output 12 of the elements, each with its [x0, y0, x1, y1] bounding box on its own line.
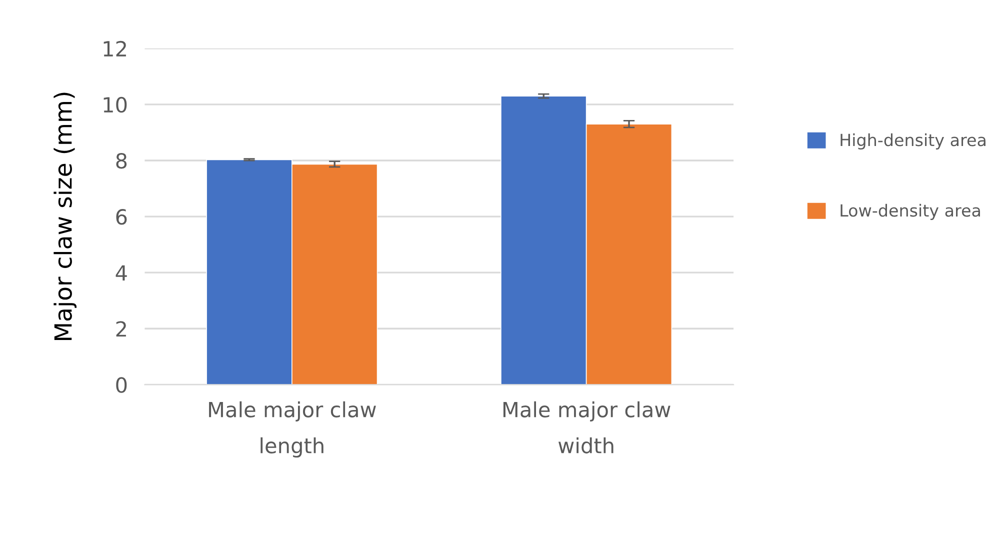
y-tick-label: 4	[116, 265, 127, 280]
legend-label: Low-density area	[840, 204, 980, 220]
y-tick-label: 2	[116, 321, 126, 337]
y-tick-label: 8	[116, 152, 127, 169]
y-tick-label: 12	[104, 40, 126, 56]
y-tick-label: 6	[116, 209, 127, 225]
y-tick-label: 10	[104, 96, 127, 113]
x-tick-label: Male major claw width	[503, 401, 670, 454]
x-tick-label: Male major claw length	[209, 401, 376, 458]
legend-label: High-density area	[840, 133, 986, 150]
y-tick-label: 0	[116, 377, 127, 393]
y-axis-title: Major claw size (mm)	[54, 92, 77, 340]
